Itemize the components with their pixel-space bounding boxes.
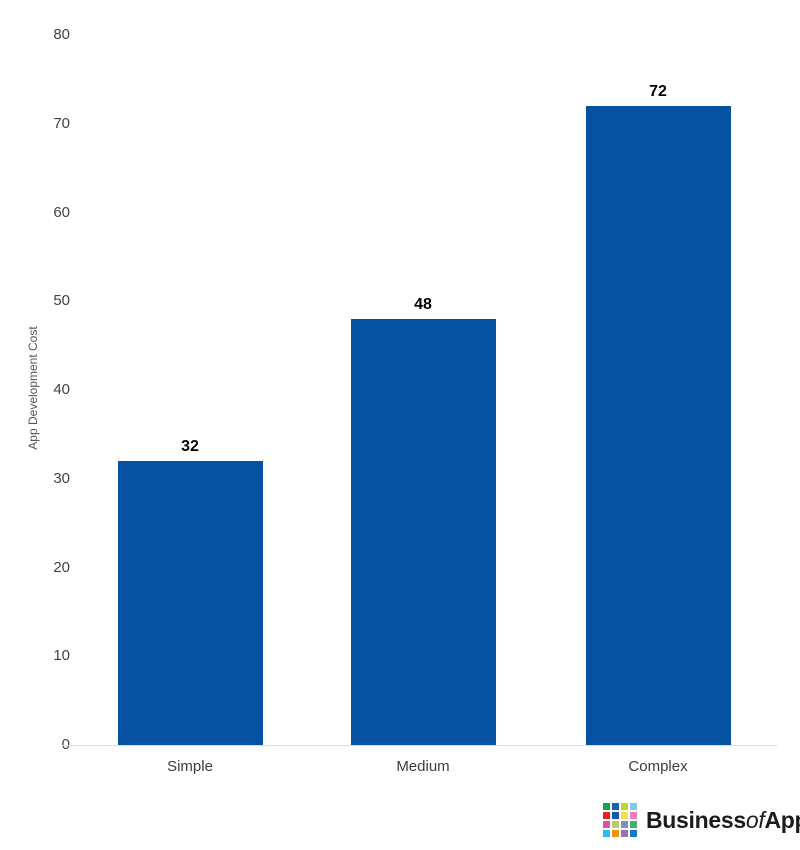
y-tick-label: 70 xyxy=(53,114,70,132)
logo-grid-cell xyxy=(612,830,619,837)
x-axis-category-label: Simple xyxy=(167,758,213,775)
logo-text-apps: Apps xyxy=(764,806,800,833)
logo-grid-cell xyxy=(612,803,619,810)
bar-value-label: 32 xyxy=(181,438,199,455)
bar-value-label: 72 xyxy=(649,83,667,100)
logo-grid-cell xyxy=(621,821,628,828)
logo-grid-cell xyxy=(621,812,628,819)
bar xyxy=(585,106,731,745)
logo-text: BusinessofApps xyxy=(646,807,800,834)
logo-grid-cell xyxy=(621,803,628,810)
logo-grid-cell xyxy=(603,803,610,810)
x-axis-category-label: Complex xyxy=(628,758,688,775)
y-tick-label: 60 xyxy=(53,203,70,221)
logo-grid-cell xyxy=(612,821,619,828)
bar-value-label: 48 xyxy=(414,296,432,313)
logo-grid-cell xyxy=(603,830,610,837)
logo-grid-cell xyxy=(621,830,628,837)
y-tick-label: 10 xyxy=(53,647,70,665)
y-tick-label: 50 xyxy=(53,292,70,310)
y-tick-label: 80 xyxy=(53,26,70,43)
logo-grid-cell xyxy=(630,803,637,810)
y-tick-label: 30 xyxy=(53,469,70,487)
logo-grid-cell xyxy=(630,812,637,819)
businessofapps-logo: BusinessofApps xyxy=(603,799,800,841)
logo-grid-cell xyxy=(630,830,637,837)
logo-grid-cell xyxy=(603,821,610,828)
logo-text-business: Business xyxy=(646,806,746,833)
bar xyxy=(117,461,263,745)
x-axis-line xyxy=(62,745,777,746)
y-tick-label: 40 xyxy=(53,381,70,398)
logo-grid-cell xyxy=(612,812,619,819)
logo-grid-cell xyxy=(603,812,610,819)
bar xyxy=(350,319,496,745)
y-tick-label: 20 xyxy=(53,558,70,576)
logo-text-of: of xyxy=(745,806,765,833)
x-axis-category-label: Medium xyxy=(396,758,450,775)
logo-grid-cell xyxy=(630,821,637,828)
businessofapps-grid-icon xyxy=(603,803,637,837)
y-tick-label: 0 xyxy=(25,735,70,755)
